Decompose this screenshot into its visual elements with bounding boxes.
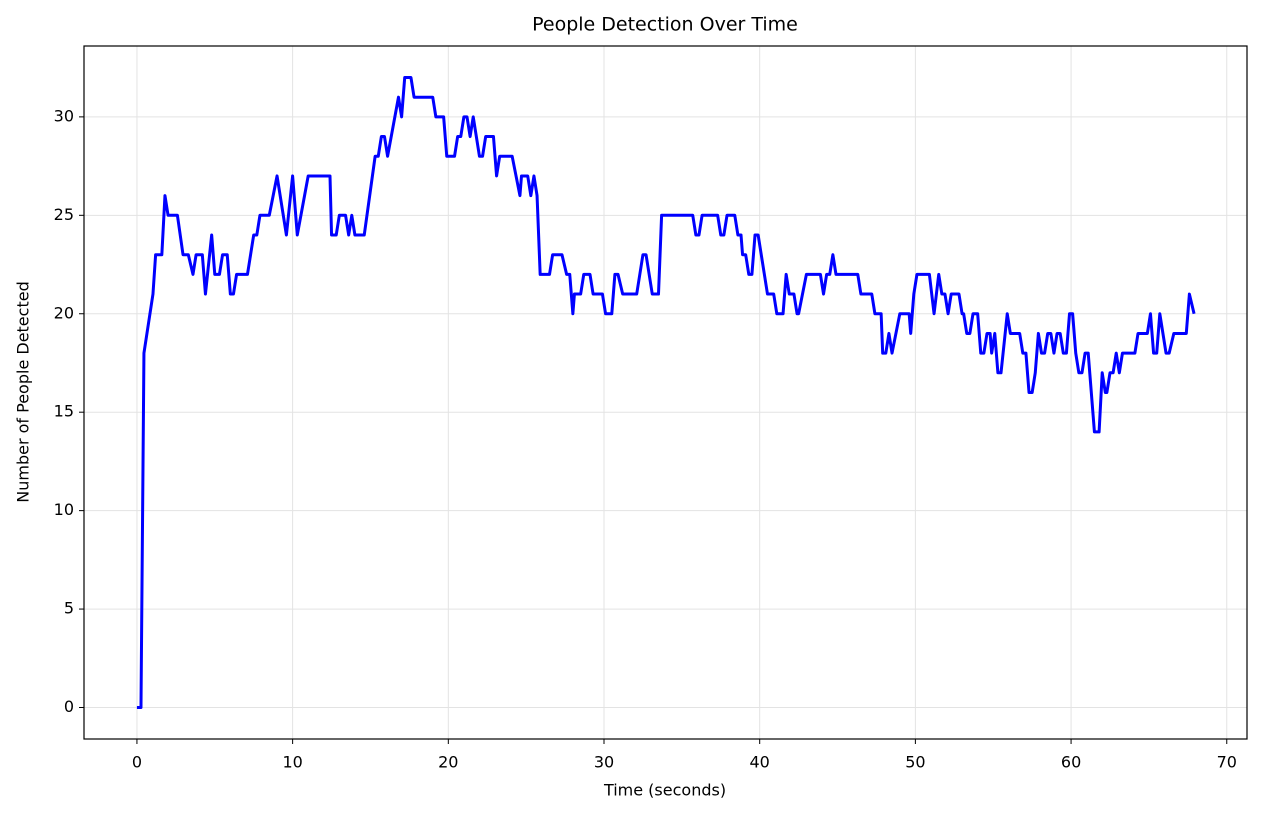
x-axis-label: Time (seconds) [603,781,726,800]
plot-frame [83,45,1248,740]
y-axis-label: Number of People Detected [14,281,33,502]
x-tick-label: 50 [905,753,925,772]
y-tick-label: 15 [54,402,74,421]
chart-title: People Detection Over Time [532,14,798,36]
x-tick-label: 30 [594,753,614,772]
y-tick-label: 30 [54,106,74,125]
y-tick-label: 25 [54,205,74,224]
y-tick-label: 0 [64,697,74,716]
x-tick-label: 10 [282,753,302,772]
y-tick-label: 5 [64,599,74,618]
x-tick-label: 40 [750,753,770,772]
x-tick-label: 70 [1217,753,1237,772]
y-tick-label: 10 [54,500,74,519]
y-tick-label: 20 [54,303,74,322]
x-tick-label: 60 [1061,753,1081,772]
data-line [136,76,1196,709]
x-tick-label: 20 [438,753,458,772]
x-tick-label: 0 [132,753,142,772]
